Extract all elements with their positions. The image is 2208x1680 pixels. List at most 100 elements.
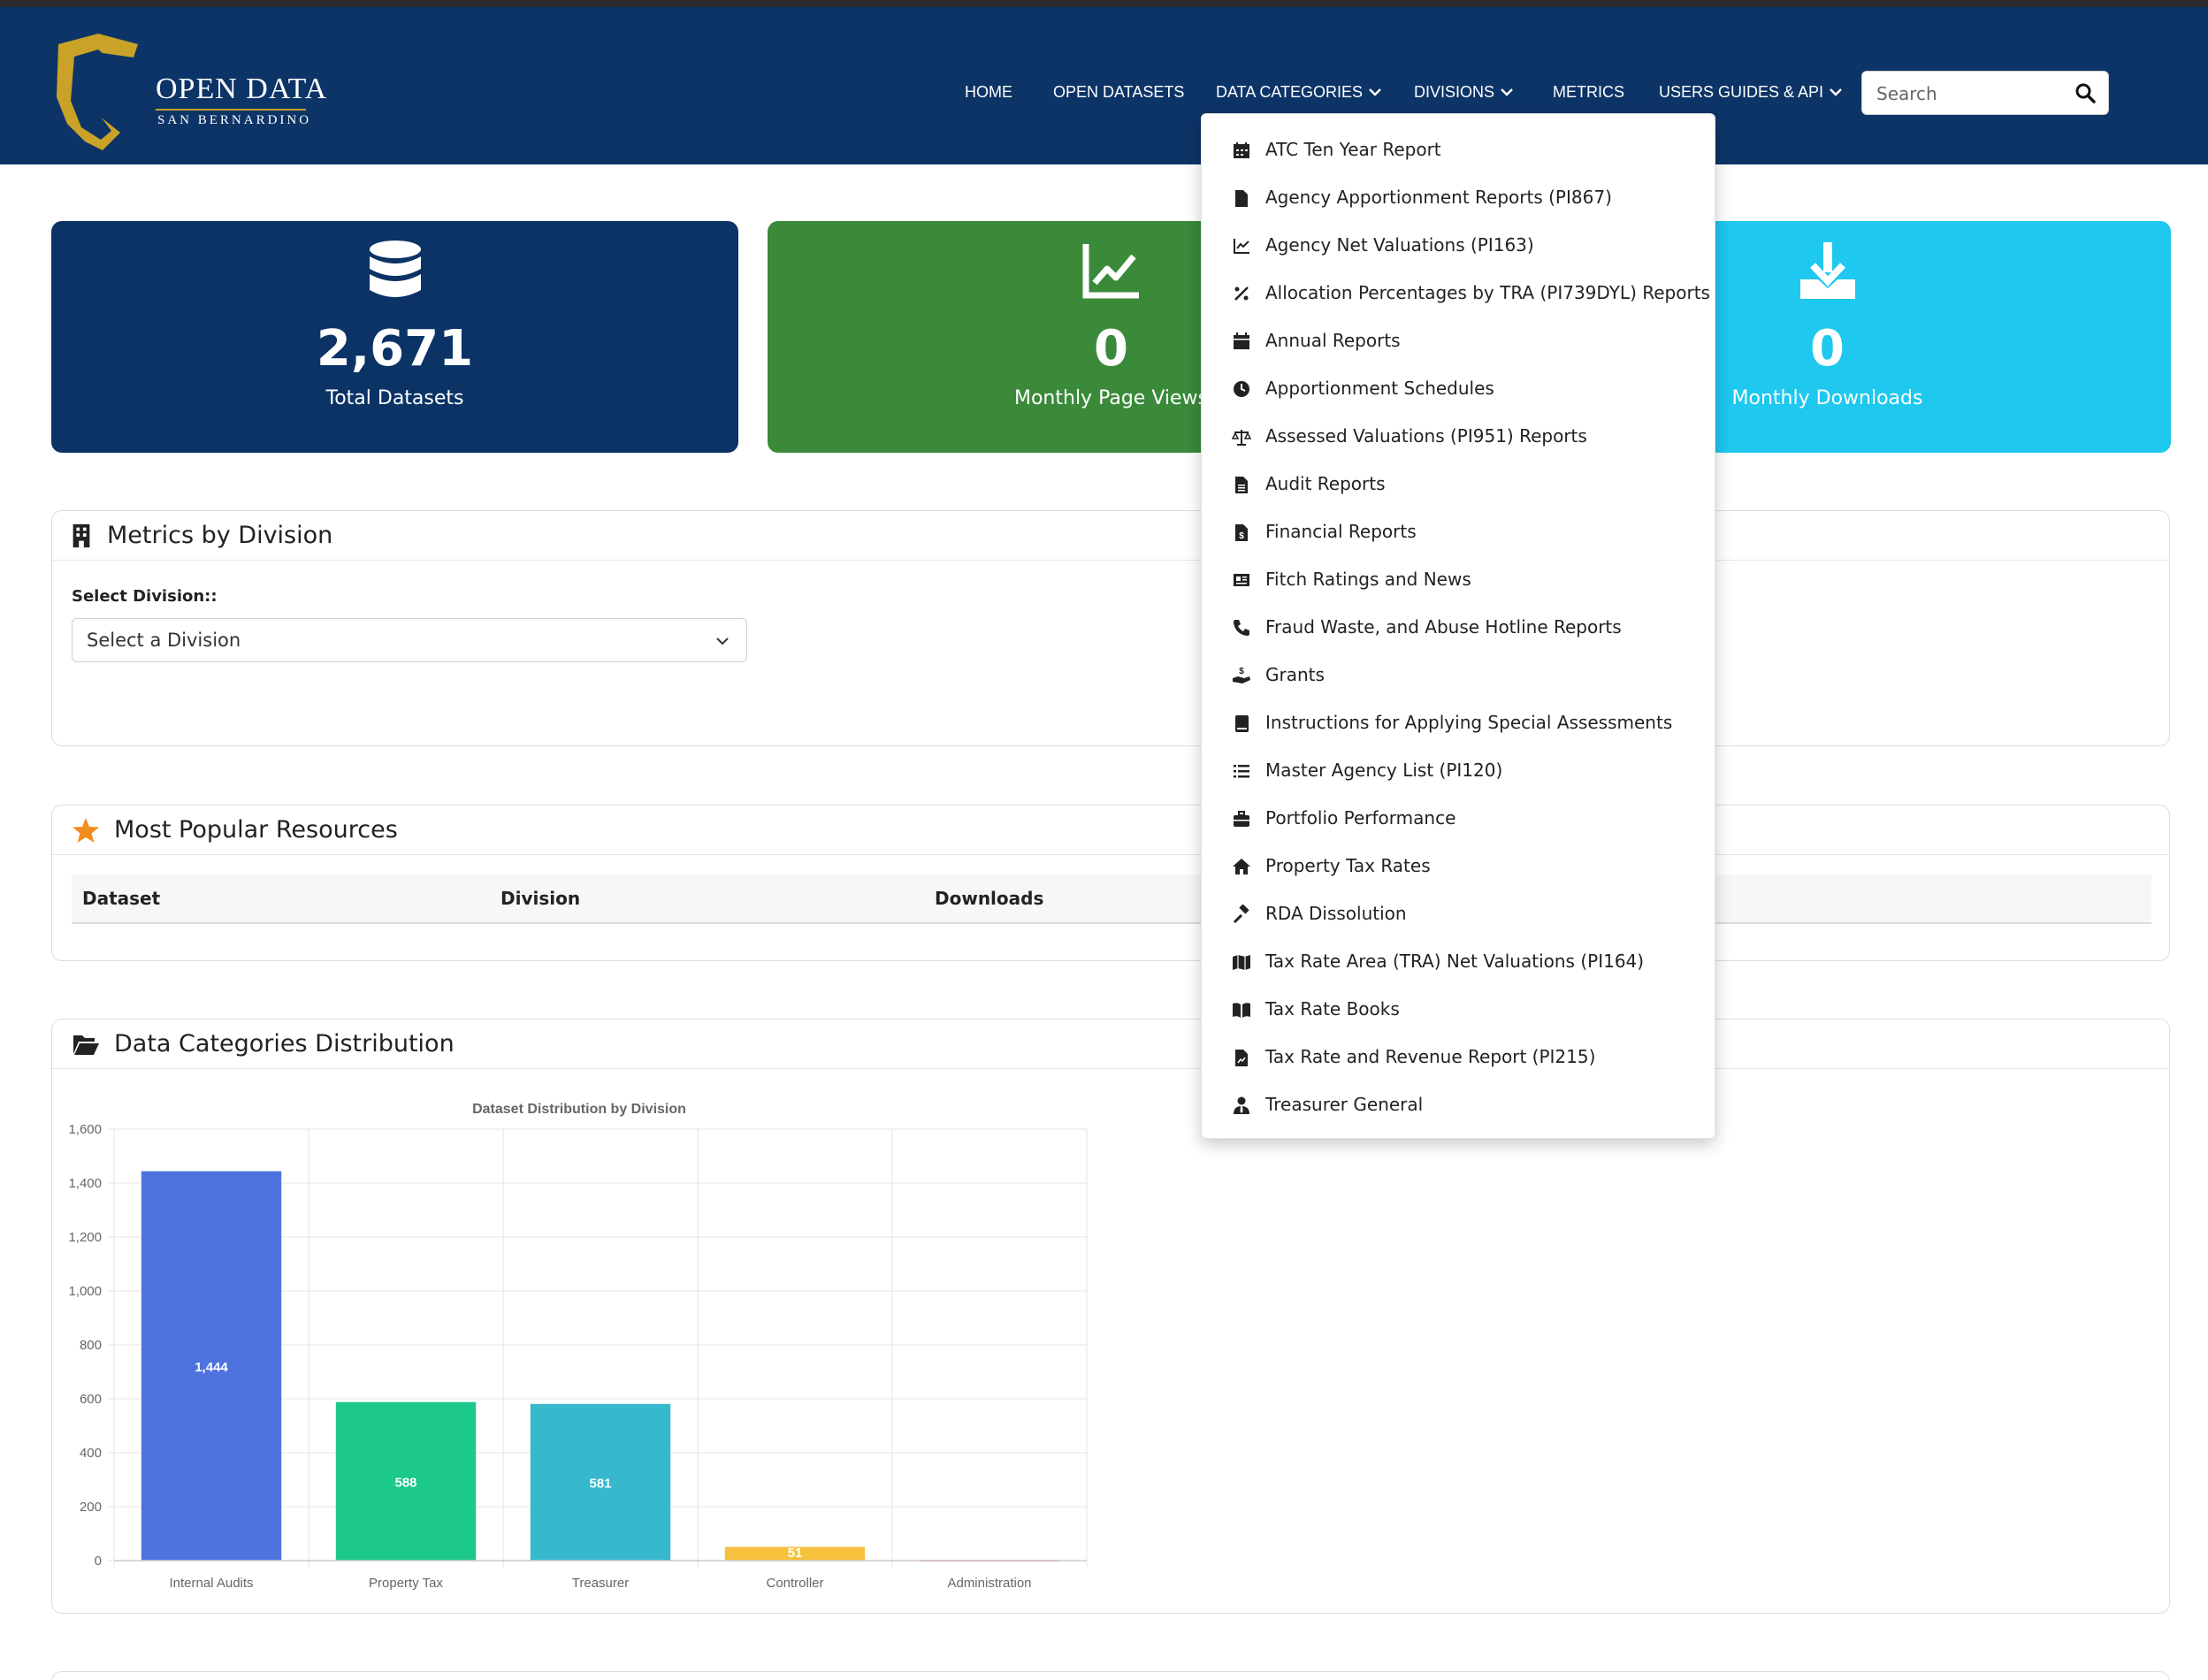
panel-header: Most Popular Resources: [52, 806, 2169, 855]
dropdown-item[interactable]: Instructions for Applying Special Assess…: [1202, 699, 1716, 747]
chevron-down-icon: [716, 638, 729, 645]
panel-header: Metrics by Division: [52, 511, 2169, 561]
dropdown-item[interactable]: Fraud Waste, and Abuse Hotline Reports: [1202, 604, 1716, 652]
chart-title: Dataset Distribution by Division: [472, 1102, 686, 1117]
map-icon: [1233, 955, 1250, 970]
chevron-down-icon: [1369, 88, 1381, 96]
dropdown-item-label: Portfolio Performance: [1265, 807, 1456, 829]
stat-label: Total Datasets: [325, 387, 464, 409]
data-categories-dropdown: ATC Ten Year Report Agency Apportionment …: [1201, 113, 1715, 1139]
nav-home-label: HOME: [965, 83, 1012, 101]
division-select-value: Select a Division: [87, 630, 241, 651]
metrics-by-division-panel: Metrics by Division Select Division:: Se…: [51, 510, 2170, 746]
panel-header: Data Categories Distribution: [52, 1019, 2169, 1069]
column-header-downloads[interactable]: Downloads: [935, 888, 1044, 909]
chart-line-icon: [1234, 239, 1249, 254]
dropdown-item-label: Tax Rate Books: [1265, 998, 1400, 1019]
bar-controller[interactable]: [724, 1546, 866, 1561]
site-logo[interactable]: OPEN DATA SAN BERNARDINO: [50, 27, 326, 155]
column-header-division[interactable]: Division: [500, 888, 581, 909]
bar-treasurer[interactable]: [530, 1403, 671, 1561]
nav-home[interactable]: HOME: [965, 74, 1012, 110]
y-tick-label: 1,600: [68, 1122, 102, 1137]
dropdown-item-label: Fraud Waste, and Abuse Hotline Reports: [1265, 616, 1622, 638]
x-tick-label: Treasurer: [572, 1576, 629, 1591]
dropdown-item[interactable]: Audit Reports: [1202, 461, 1716, 508]
main-nav: HOME OPEN DATASETS DATA CATEGORIES DIVIS…: [0, 74, 2208, 110]
bar-data-label: 1,444: [195, 1360, 228, 1375]
stat-value: 2,671: [316, 320, 474, 378]
dropdown-item[interactable]: $ Grants: [1202, 652, 1716, 699]
dropdown-item-label: Fitch Ratings and News: [1265, 569, 1471, 590]
stat-label: Monthly Page Views: [1013, 387, 1208, 409]
x-tick-label: Property Tax: [369, 1576, 443, 1591]
dataset-distribution-chart: Dataset Distribution by Division 0 200 400…: [68, 1102, 1088, 1591]
dropdown-item[interactable]: Assessed Valuations (PI951) Reports: [1202, 413, 1716, 461]
list-icon: [1234, 765, 1249, 778]
x-tick-label: Controller: [766, 1576, 823, 1591]
nav-data-categories[interactable]: DATA CATEGORIES: [1216, 74, 1382, 110]
dropdown-item[interactable]: ATC Ten Year Report: [1202, 126, 1716, 174]
percent-icon: [1234, 286, 1249, 301]
panel-title: Data Categories Distribution: [114, 1030, 455, 1058]
dropdown-item[interactable]: Portfolio Performance: [1202, 795, 1716, 843]
panel-title: Metrics by Division: [107, 522, 333, 549]
dropdown-item-label: Tax Rate and Revenue Report (PI215): [1265, 1046, 1596, 1067]
dropdown-item[interactable]: Tax Rate Area (TRA) Net Valuations (PI16…: [1202, 938, 1716, 986]
download-icon: [1799, 242, 1855, 299]
nav-metrics[interactable]: METRICS: [1553, 74, 1624, 110]
logo-subtitle: SAN BERNARDINO: [157, 113, 312, 127]
dropdown-item[interactable]: Treasurer General: [1202, 1081, 1716, 1129]
dropdown-item[interactable]: Apportionment Schedules: [1202, 365, 1716, 413]
dropdown-item[interactable]: Fitch Ratings and News: [1202, 556, 1716, 604]
calendar-grid-icon: [1234, 142, 1249, 158]
y-tick-label: 1,400: [68, 1176, 102, 1191]
next-panel-edge: [51, 1671, 2170, 1680]
dropdown-item-label: Property Tax Rates: [1265, 855, 1431, 876]
dropdown-item[interactable]: Master Agency List (PI120): [1202, 747, 1716, 795]
dropdown-item[interactable]: Annual Reports: [1202, 317, 1716, 365]
dropdown-item[interactable]: Property Tax Rates: [1202, 843, 1716, 890]
logo-divider: [156, 109, 306, 111]
dropdown-item-label: Grants: [1265, 664, 1325, 685]
svg-text:$: $: [1239, 531, 1244, 541]
file-invoice-dollar-icon: $: [1235, 524, 1248, 541]
clock-icon: [1234, 381, 1249, 397]
shield-logo-icon: [57, 34, 138, 150]
chevron-down-icon: [1830, 88, 1842, 96]
dropdown-item-label: Allocation Percentages by TRA (PI739DYL)…: [1265, 282, 1710, 303]
stat-label: Monthly Downloads: [1731, 387, 1923, 409]
stat-value: 0: [1810, 320, 1845, 378]
file-chart-icon: [1235, 1050, 1248, 1066]
dropdown-item[interactable]: Tax Rate and Revenue Report (PI215): [1202, 1034, 1716, 1081]
bar-data-label: 51: [788, 1546, 803, 1561]
column-header-dataset[interactable]: Dataset: [82, 888, 161, 909]
dropdown-item-label: Treasurer General: [1265, 1094, 1424, 1115]
dropdown-item-label: ATC Ten Year Report: [1265, 139, 1441, 160]
star-icon: [73, 818, 99, 843]
bar-internal-audits[interactable]: [141, 1171, 282, 1561]
dropdown-item[interactable]: Tax Rate Books: [1202, 986, 1716, 1034]
gavel-icon: [1233, 905, 1249, 924]
division-select[interactable]: Select a Division: [72, 618, 747, 662]
dropdown-item[interactable]: Agency Apportionment Reports (PI867): [1202, 174, 1716, 222]
bar-property-tax[interactable]: [335, 1401, 477, 1561]
stat-card-total-datasets: 2,671 Total Datasets: [51, 221, 738, 453]
x-tick-label: Internal Audits: [169, 1576, 253, 1591]
nav-open-datasets-label: OPEN DATASETS: [1053, 83, 1185, 101]
dropdown-item[interactable]: $ Financial Reports: [1202, 508, 1716, 556]
book-open-icon: [1233, 1003, 1250, 1018]
nav-divisions[interactable]: DIVISIONS: [1414, 74, 1514, 110]
phone-icon: [1234, 620, 1249, 636]
dropdown-item-label: Master Agency List (PI120): [1265, 760, 1503, 781]
nav-users-guides[interactable]: USERS GUIDES & API: [1659, 74, 1843, 110]
nav-open-datasets[interactable]: OPEN DATASETS: [1053, 74, 1184, 110]
dropdown-item[interactable]: Agency Net Valuations (PI163): [1202, 222, 1716, 270]
search-icon[interactable]: [2074, 82, 2096, 103]
dropdown-item[interactable]: RDA Dissolution: [1202, 890, 1716, 938]
dropdown-item[interactable]: Allocation Percentages by TRA (PI739DYL)…: [1202, 270, 1716, 317]
search-input[interactable]: [1876, 80, 2071, 107]
newspaper-icon: [1234, 574, 1249, 586]
scale-icon: [1232, 430, 1251, 446]
hand-holding-dollar-icon: $: [1233, 667, 1250, 683]
